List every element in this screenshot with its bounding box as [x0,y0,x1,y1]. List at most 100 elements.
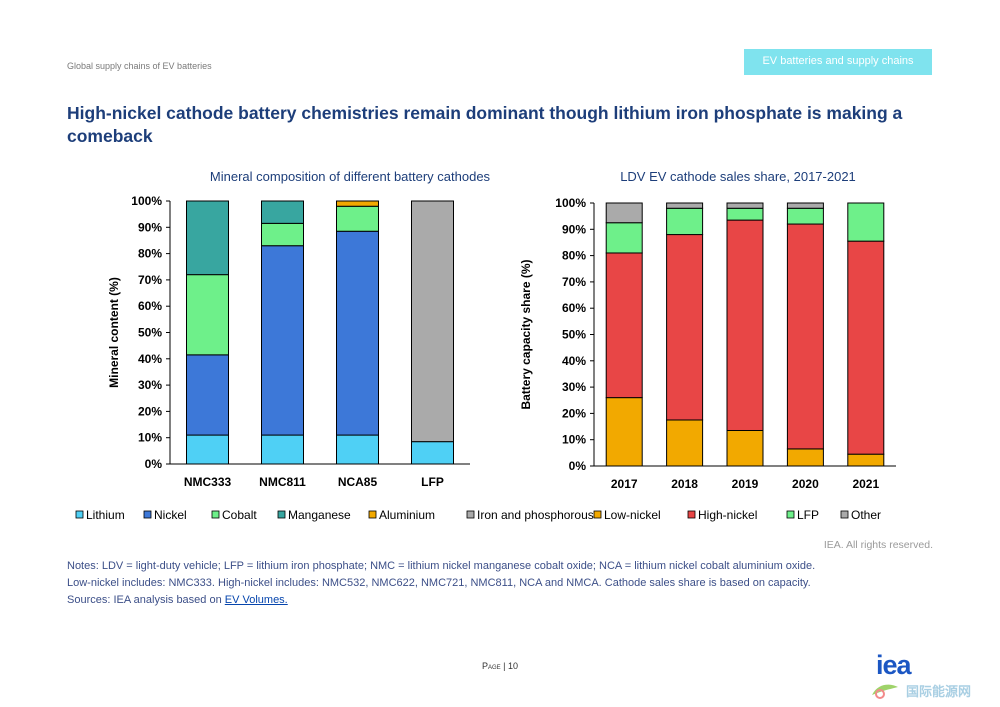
y-tick-label: 40% [562,354,586,368]
legend-swatch [786,510,795,519]
bar-segment-lfp [666,207,704,236]
y-tick-label: 80% [562,249,586,263]
y-tick-label: 0% [569,459,587,473]
logo-subtitle: 国际能源网 [906,684,972,699]
y-tick-label: 20% [562,406,586,420]
bar-segment-nickel [261,245,304,436]
page-number-value: 10 [508,661,519,671]
bar-segment-lfp [786,207,824,225]
legend-swatch [466,510,475,519]
section-tab[interactable]: EV batteries and supply chains [744,49,932,75]
page-word: Page [481,661,501,671]
y-tick-label: 80% [138,247,162,261]
y-tick-label: 100% [131,194,162,208]
bar-segment-low-nickel [605,397,643,467]
legend-swatch [687,510,696,519]
chart-title-mineral-composition: Mineral composition of different battery… [209,169,491,184]
y-tick-label: 10% [138,431,162,445]
chart-title-sales-share: LDV EV cathode sales share, 2017-2021 [620,169,856,184]
header-report-name: Global supply chains of EV batteries [67,61,212,71]
legend-swatch [368,510,377,519]
y-tick-label: 50% [138,326,162,340]
iea-logo: iea [876,650,912,680]
y-tick-label: 30% [562,380,586,394]
y-tick-label: 100% [555,196,586,210]
y-tick-label: 90% [562,222,586,236]
y-tick-label: 40% [138,352,162,366]
bar-segment-high-nickel [786,223,824,450]
ev-volumes-link[interactable]: EV Volumes. [224,594,288,606]
x-tick-label: NMC333 [184,475,232,489]
bar-segment-lithium [411,441,454,465]
x-tick-label: 2019 [732,477,759,491]
legend-swatch [75,510,84,519]
legend-swatch [840,510,849,519]
legend-swatch [593,510,602,519]
bar-segment-high-nickel [605,252,643,399]
bar-segment-manganese [186,200,229,276]
y-tick-label: 10% [562,433,586,447]
bar-segment-nickel [186,354,229,436]
legend-label: Manganese [288,508,351,522]
y-tick-label: 70% [138,273,162,287]
bar-segment-aluminium [336,200,379,207]
bar-segment-low-nickel [726,429,764,467]
legend-label: Low-nickel [604,508,661,522]
page-separator: | [500,661,508,671]
bar-segment-nickel [336,230,379,436]
rights-notice: IEA. All rights reserved. [823,539,933,551]
bar-segment-lfp [605,222,643,254]
legend-label: Other [851,508,881,522]
y-tick-label: 30% [138,378,162,392]
sources-line: Sources: IEA analysis based on EV Volume… [67,592,815,609]
y-tick-label: 60% [562,301,586,315]
y-tick-label: 20% [138,404,162,418]
bar-segment-high-nickel [847,240,885,455]
page-number: Page | 10 [0,661,1000,671]
legend-swatch [277,510,286,519]
bar-segment-cobalt [261,222,304,247]
bar-segment-lithium [336,434,379,465]
x-tick-label: 2018 [671,477,698,491]
bar-segment-cobalt [186,274,229,356]
sources-prefix: Sources: IEA analysis based on [67,594,225,606]
notes-line-1: Notes: LDV = light-duty vehicle; LFP = l… [67,560,816,572]
bar-segment-cobalt [336,205,379,232]
x-tick-label: NCA85 [338,475,378,489]
bar-segment-lfp [726,207,764,221]
legend-label: Iron and phosphorous [477,508,594,522]
x-tick-label: NMC811 [259,475,306,489]
x-tick-label: 2021 [852,477,879,491]
bar-segment-high-nickel [726,219,764,431]
notes-block: Notes: LDV = light-duty vehicle; LFP = l… [67,558,815,609]
x-tick-label: 2017 [611,477,638,491]
legend-label: Aluminium [379,508,435,522]
bar-segment-lfp [847,202,885,242]
y-tick-label: 60% [138,299,162,313]
bar-segment-high-nickel [666,234,704,421]
bar-segment-iron-and-phosphorous [411,200,454,443]
y-axis-label: Mineral content (%) [107,277,121,388]
legend-label: High-nickel [698,508,757,522]
bar-segment-manganese [261,200,304,224]
page-title: High-nickel cathode battery chemistries … [67,103,903,146]
y-axis-label: Battery capacity share (%) [519,259,533,409]
leaf-logo-icon [872,684,898,699]
bar-segment-other [786,202,824,209]
x-tick-label: 2020 [792,477,819,491]
bar-segment-other [605,202,643,224]
legend-label: Cobalt [222,508,257,522]
y-tick-label: 50% [562,328,586,342]
y-tick-label: 90% [138,220,162,234]
bar-segment-other [666,202,704,209]
notes-line-2: Low-nickel includes: NMC333. High-nickel… [67,577,811,589]
bar-segment-lithium [261,434,304,465]
bar-segment-low-nickel [847,453,885,467]
bar-segment-lithium [186,434,229,465]
bar-segment-other [726,202,764,209]
y-tick-label: 0% [145,457,163,471]
x-tick-label: LFP [421,475,444,489]
legend-label: Lithium [86,508,125,522]
bar-segment-low-nickel [666,419,704,467]
